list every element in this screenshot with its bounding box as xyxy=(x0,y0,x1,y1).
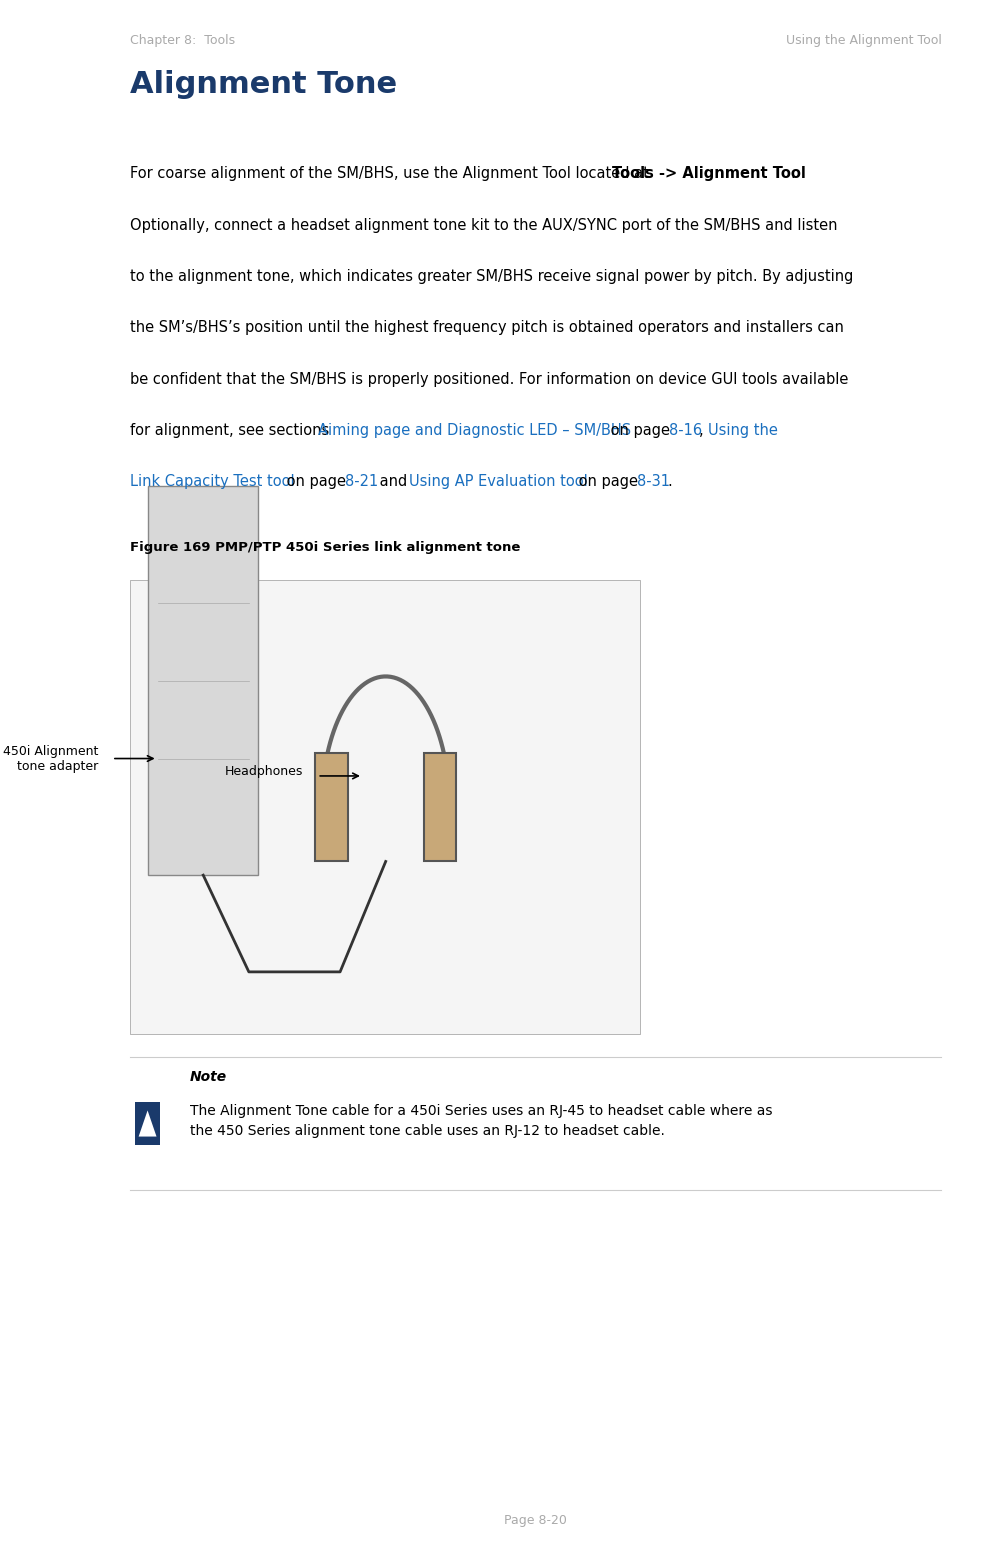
Text: Alignment Tone: Alignment Tone xyxy=(130,70,398,100)
Text: for alignment, see sections: for alignment, see sections xyxy=(130,423,334,439)
Text: Page 8-20: Page 8-20 xyxy=(504,1515,567,1527)
Text: .: . xyxy=(667,474,672,490)
Text: Using the: Using the xyxy=(708,423,778,439)
Text: the SM’s/BHS’s position until the highest frequency pitch is obtained operators : the SM’s/BHS’s position until the highes… xyxy=(130,320,844,336)
Text: Note: Note xyxy=(189,1070,226,1084)
Bar xyxy=(135,1102,161,1144)
Text: 450i Alignment
tone adapter: 450i Alignment tone adapter xyxy=(3,745,98,773)
Bar xyxy=(424,753,456,861)
Text: Chapter 8:  Tools: Chapter 8: Tools xyxy=(130,34,235,47)
Bar xyxy=(315,753,348,861)
Bar xyxy=(149,487,258,875)
Text: and: and xyxy=(375,474,413,490)
Text: Tools -> Alignment Tool: Tools -> Alignment Tool xyxy=(612,166,806,182)
Text: be confident that the SM/BHS is properly positioned. For information on device G: be confident that the SM/BHS is properly… xyxy=(130,372,848,387)
Text: on page: on page xyxy=(282,474,350,490)
Text: 8-16: 8-16 xyxy=(669,423,702,439)
Bar xyxy=(130,580,640,1034)
Text: Using the Alignment Tool: Using the Alignment Tool xyxy=(786,34,941,47)
Text: Headphones: Headphones xyxy=(225,765,304,778)
Text: For coarse alignment of the SM/BHS, use the Alignment Tool located at: For coarse alignment of the SM/BHS, use … xyxy=(130,166,654,182)
Text: Optionally, connect a headset alignment tone kit to the AUX/SYNC port of the SM/: Optionally, connect a headset alignment … xyxy=(130,218,837,233)
Text: Figure 169 PMP/PTP 450i Series link alignment tone: Figure 169 PMP/PTP 450i Series link alig… xyxy=(130,541,521,554)
Text: Aiming page and Diagnostic LED – SM/BHS: Aiming page and Diagnostic LED – SM/BHS xyxy=(317,423,631,439)
Text: .: . xyxy=(790,166,795,182)
Text: 8-31: 8-31 xyxy=(637,474,670,490)
Text: 8-21: 8-21 xyxy=(345,474,378,490)
Text: Using AP Evaluation tool: Using AP Evaluation tool xyxy=(410,474,588,490)
Text: on page: on page xyxy=(606,423,675,439)
Text: ,: , xyxy=(699,423,708,439)
Text: to the alignment tone, which indicates greater SM/BHS receive signal power by pi: to the alignment tone, which indicates g… xyxy=(130,269,854,285)
Text: Link Capacity Test tool: Link Capacity Test tool xyxy=(130,474,295,490)
Bar xyxy=(130,1057,941,1190)
Text: on page: on page xyxy=(573,474,642,490)
Polygon shape xyxy=(139,1110,157,1137)
Text: The Alignment Tone cable for a 450i Series uses an RJ-45 to headset cable where : The Alignment Tone cable for a 450i Seri… xyxy=(189,1104,772,1138)
